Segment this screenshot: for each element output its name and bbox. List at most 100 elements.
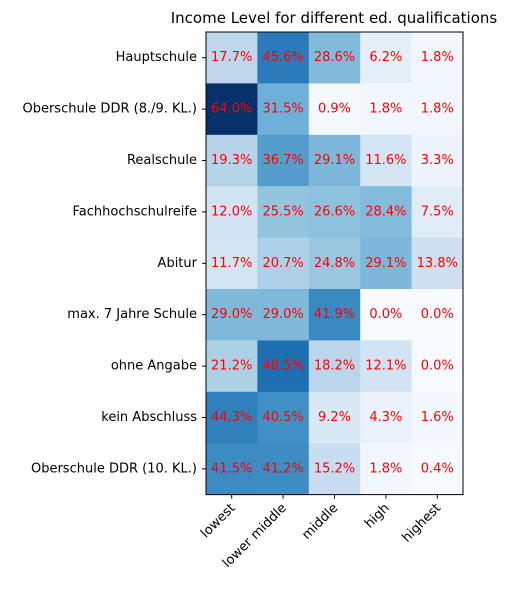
cell-value-label: 41.9%	[314, 307, 355, 322]
cell-value-label: 31.5%	[262, 102, 303, 117]
y-tick-label: Oberschule DDR (10. KL.)	[31, 461, 197, 476]
heatmap-cell	[360, 32, 413, 84]
heatmap-cell	[206, 237, 258, 290]
heatmap-cell	[257, 289, 310, 341]
cell-value-label: 0.0%	[369, 307, 402, 322]
cell-value-label: 0.0%	[421, 359, 454, 374]
heatmap-cell	[257, 340, 310, 393]
heatmap-cell	[360, 237, 413, 290]
cell-value-label: 28.6%	[314, 50, 355, 65]
y-tick-label: Fachhochschulreife	[73, 204, 197, 219]
x-tick-label: high	[362, 501, 393, 532]
cell-value-label: 29.0%	[211, 307, 252, 322]
heatmap-cell	[360, 186, 413, 239]
heatmap-cell	[308, 237, 361, 290]
heatmap-cell	[360, 134, 413, 187]
cell-value-label: 6.2%	[369, 50, 402, 65]
cell-value-label: 1.8%	[369, 102, 402, 117]
cell-value-label: 29.1%	[314, 153, 355, 168]
y-tick-label: Realschule	[127, 153, 197, 168]
cell-value-label: 19.3%	[211, 153, 252, 168]
heatmap-cell	[360, 391, 413, 444]
heatmap-cell	[257, 443, 310, 496]
cell-value-label: 11.6%	[365, 153, 406, 168]
cell-value-label: 1.8%	[369, 461, 402, 476]
heatmap-cell	[411, 83, 464, 136]
heatmap-cell	[257, 186, 310, 239]
x-tick-label: lowest	[198, 501, 238, 541]
heatmap-cell	[411, 289, 464, 341]
cell-value-label: 29.0%	[262, 307, 303, 322]
heatmap-cell	[360, 443, 413, 496]
heatmap-cell	[360, 289, 413, 341]
heatmap-cell	[257, 134, 310, 187]
cell-value-label: 40.5%	[262, 410, 303, 425]
y-tick-label: Oberschule DDR (8./9. KL.)	[22, 102, 197, 117]
heatmap-cell	[308, 391, 361, 444]
heatmap-cell	[411, 32, 464, 84]
cell-value-label: 12.1%	[365, 359, 406, 374]
heatmap-cell	[308, 340, 361, 393]
heatmap-cell	[308, 443, 361, 496]
cell-value-label: 21.2%	[211, 359, 252, 374]
heatmap-cell	[257, 83, 310, 136]
cell-value-label: 25.5%	[262, 204, 303, 219]
cell-value-label: 48.5%	[262, 359, 303, 374]
cell-value-label: 24.8%	[314, 256, 355, 271]
cell-value-label: 0.9%	[318, 102, 351, 117]
cell-value-label: 7.5%	[421, 204, 454, 219]
cell-value-label: 26.6%	[314, 204, 355, 219]
cell-value-label: 0.4%	[421, 461, 454, 476]
cell-value-label: 41.5%	[211, 461, 252, 476]
cell-value-label: 1.8%	[421, 102, 454, 117]
y-tick-label: ohne Angabe	[111, 359, 197, 374]
cell-value-label: 1.6%	[421, 410, 454, 425]
y-axis: Hauptschule Oberschule DDR (8./9. KL.) Rea…	[22, 50, 206, 476]
cell-value-label: 64.0%	[211, 102, 252, 117]
heatmap-cell	[206, 289, 258, 341]
heatmap-cell	[411, 134, 464, 187]
cell-value-label: 29.1%	[365, 256, 406, 271]
cell-value-label: 13.8%	[417, 256, 458, 271]
heatmap-cell	[308, 186, 361, 239]
heatmap-cell	[206, 186, 258, 239]
x-tick-label: highest	[399, 501, 444, 546]
cell-value-label: 9.2%	[318, 410, 351, 425]
heatmap-cell	[206, 391, 258, 444]
cell-value-label: 20.7%	[262, 256, 303, 271]
cell-value-label: 41.2%	[262, 461, 303, 476]
heatmap-cell	[360, 83, 413, 136]
chart-title: Income Level for different ed. qualifica…	[171, 9, 498, 27]
heatmap-cells	[206, 32, 464, 496]
heatmap-cell	[257, 391, 310, 444]
heatmap-cell	[308, 32, 361, 84]
cell-value-label: 0.0%	[421, 307, 454, 322]
cell-value-label: 15.2%	[314, 461, 355, 476]
heatmap-cell	[206, 134, 258, 187]
cell-value-label: 44.3%	[211, 410, 252, 425]
cell-value-label: 12.0%	[211, 204, 252, 219]
cell-value-label: 11.7%	[211, 256, 252, 271]
heatmap-cell	[411, 443, 464, 496]
heatmap-cell	[206, 32, 258, 84]
heatmap-cell	[411, 186, 464, 239]
heatmap-cell	[257, 237, 310, 290]
heatmap-cell	[206, 83, 258, 136]
heatmap-cell	[308, 83, 361, 136]
heatmap-cell	[257, 32, 310, 84]
heatmap-cell-labels: 17.7% 45.6% 28.6% 6.2% 1.8% 64.0% 31.5% 0.9% 1.8…	[211, 50, 458, 476]
heatmap-cell	[360, 340, 413, 393]
cell-value-label: 28.4%	[365, 204, 406, 219]
heatmap-cell	[411, 237, 464, 290]
y-tick-label: Hauptschule	[116, 50, 197, 65]
cell-value-label: 18.2%	[314, 359, 355, 374]
y-tick-label: max. 7 Jahre Schule	[67, 307, 197, 322]
cell-value-label: 1.8%	[421, 50, 454, 65]
cell-value-label: 4.3%	[369, 410, 402, 425]
heatmap-cell	[206, 443, 258, 496]
heatmap-cell	[308, 289, 361, 341]
heatmap-cell	[308, 134, 361, 187]
x-tick-label: middle	[299, 501, 341, 543]
